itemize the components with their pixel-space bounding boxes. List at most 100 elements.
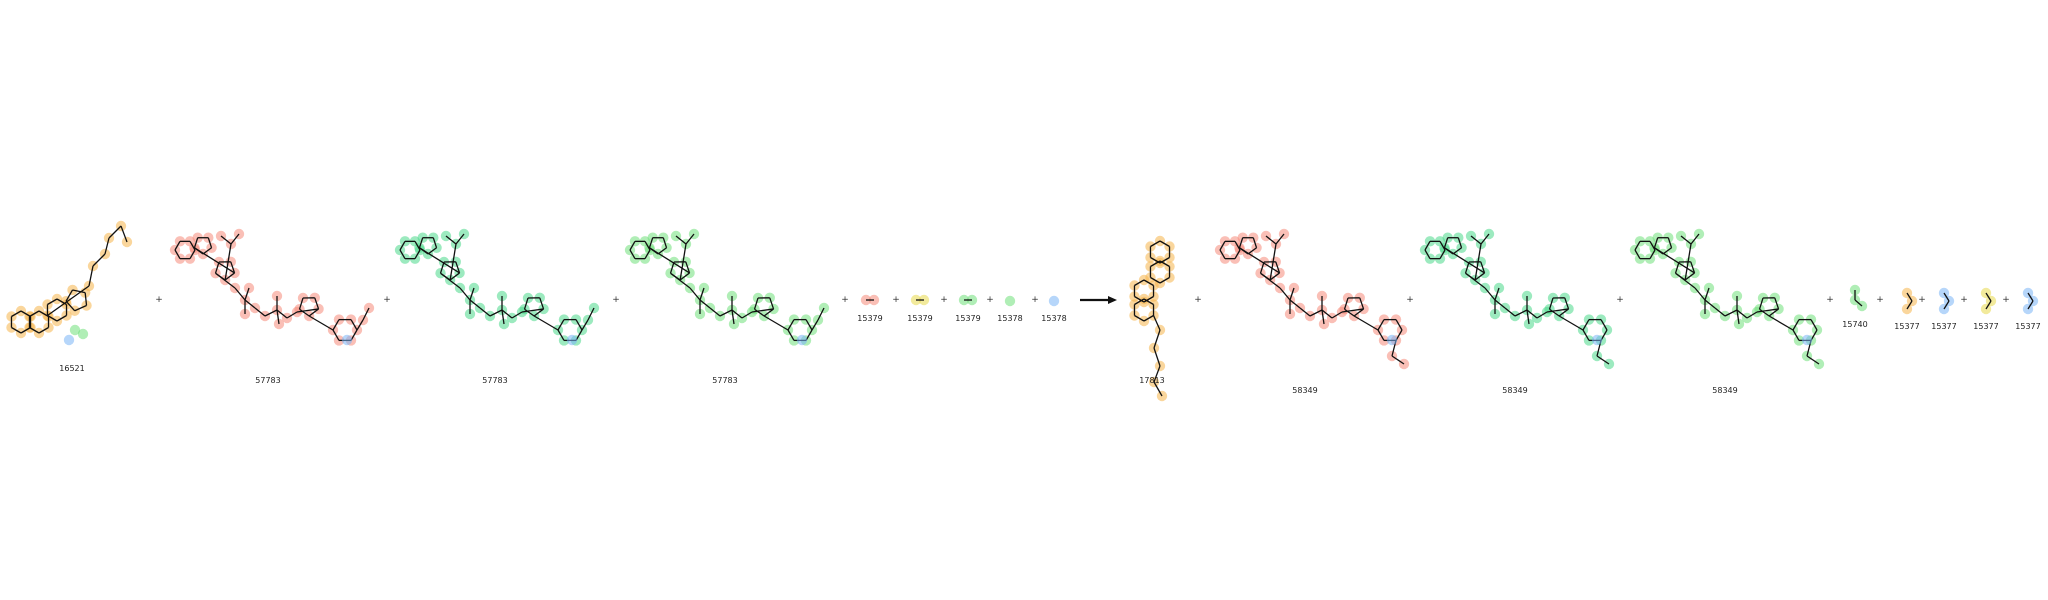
bond-line [685, 233, 695, 245]
bond-line [1792, 329, 1800, 341]
plus-sign: + [940, 295, 948, 305]
atom-highlight [1479, 267, 1490, 279]
bond-line [439, 261, 445, 274]
bond-line [74, 304, 87, 312]
bond-line [224, 272, 235, 281]
bond-line [1457, 237, 1463, 248]
bond-line [214, 261, 220, 274]
bond-line [1353, 308, 1364, 317]
bond-line [1321, 309, 1325, 325]
bond-line [629, 241, 636, 251]
plus-sign: + [383, 295, 391, 305]
bond-line [332, 319, 340, 331]
bond-line [1690, 261, 1696, 274]
bond-line [501, 309, 513, 319]
bond-line [1596, 355, 1610, 365]
bond-line [1536, 311, 1548, 319]
bond-line [575, 319, 583, 331]
bond-line [1331, 311, 1343, 319]
reactant-id-label: 57783 [255, 376, 281, 385]
bond-line [1234, 249, 1241, 259]
bond-line [489, 309, 503, 317]
reactant-id-label: 15378 [1041, 314, 1067, 323]
bond-line [1768, 308, 1779, 317]
bond-line [1252, 237, 1258, 248]
bond-line [1649, 241, 1656, 251]
bond-line [350, 319, 358, 331]
bond-line [296, 308, 319, 313]
bond-line [1134, 314, 1145, 322]
bond-line [1359, 297, 1365, 310]
bond-line [587, 307, 595, 321]
bond-line [1260, 272, 1281, 289]
bond-line [1694, 287, 1706, 301]
bond-line [108, 225, 122, 239]
bond-line [1714, 307, 1726, 317]
bond-line [276, 309, 288, 319]
bond-line [1548, 297, 1554, 310]
bond-line [399, 249, 406, 259]
bond-line [308, 308, 319, 317]
bond-line [479, 307, 491, 317]
reactant-molecule [1048, 295, 1060, 307]
bond-line [455, 233, 465, 245]
bond-line [629, 249, 636, 259]
bond-line [1494, 287, 1500, 301]
bond-line [11, 326, 22, 334]
bond-line [1474, 272, 1485, 281]
bond-line [1600, 319, 1608, 331]
bond-line [648, 237, 654, 248]
bond-line [1159, 256, 1170, 264]
bond-line [1736, 309, 1740, 325]
bond-line [1444, 247, 1485, 274]
bond-line [244, 287, 250, 301]
bond-line [202, 247, 212, 255]
bond-line [264, 309, 278, 317]
bond-line [1546, 308, 1569, 313]
bond-line [1774, 297, 1780, 310]
bond-line [174, 249, 181, 259]
atom-highlight [1666, 242, 1677, 253]
product-id-label: 15740 [1842, 320, 1868, 329]
atom-highlight [1769, 292, 1780, 304]
bond-line [521, 308, 544, 313]
bond-line [1143, 279, 1154, 287]
bond-line [1341, 308, 1364, 313]
bond-line [56, 314, 67, 322]
bond-line [314, 297, 320, 310]
bond-line [1704, 287, 1710, 301]
bond-line [1906, 300, 1913, 310]
bond-line [1582, 329, 1590, 341]
bond-line [1439, 241, 1446, 251]
bond-line [581, 319, 589, 331]
bond-line [1321, 309, 1333, 319]
bond-line [1943, 300, 1950, 310]
bond-line [254, 307, 266, 317]
plus-sign: + [1876, 295, 1884, 305]
atom-highlight [1456, 242, 1467, 253]
bond-line [286, 311, 298, 319]
atom-highlight [69, 324, 81, 336]
bond-line [1526, 309, 1530, 325]
bond-line [1810, 319, 1818, 331]
product-molecule [2022, 287, 2039, 315]
bond-line [1480, 233, 1490, 245]
bond-line [670, 272, 691, 289]
bond-line [1514, 309, 1528, 317]
bond-line [754, 308, 765, 317]
bond-line [1675, 272, 1696, 289]
bond-line [1344, 308, 1355, 317]
bond-line [511, 311, 523, 319]
atom-highlight [1689, 267, 1700, 279]
bond-line [1736, 309, 1748, 319]
bond-line [644, 241, 651, 251]
bond-line [685, 261, 691, 274]
bond-line [72, 289, 86, 294]
reactant-id-label: 57783 [712, 376, 738, 385]
bond-line [299, 308, 310, 317]
product-molecule [1129, 235, 1175, 402]
bond-line [1674, 261, 1680, 274]
bond-line [1275, 261, 1281, 274]
bond-line [1756, 308, 1779, 313]
bond-line [459, 287, 471, 301]
